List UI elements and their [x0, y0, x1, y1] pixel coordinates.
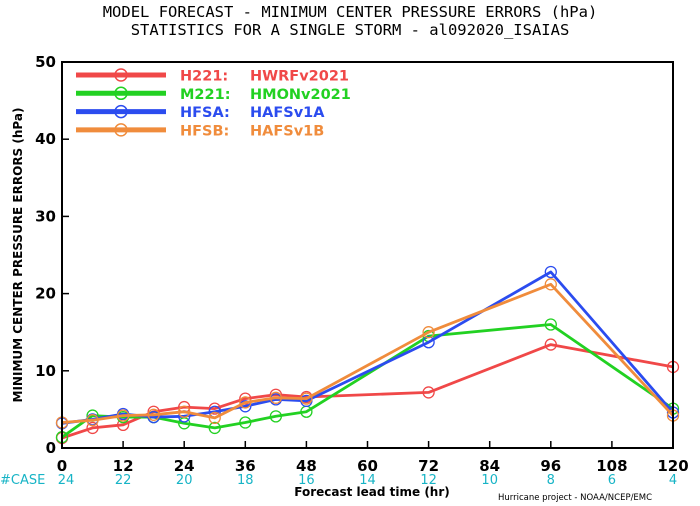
data-point [86, 421, 99, 435]
case-count: 22 [115, 473, 132, 488]
y-tick-label: 40 [35, 130, 56, 148]
data-point [300, 392, 313, 405]
case-label: #CASE [0, 473, 45, 488]
data-point [269, 391, 283, 404]
data-point [239, 392, 252, 405]
data-point [544, 278, 557, 291]
legend-label: HWRFv2021 [250, 69, 349, 85]
case-count: 6 [608, 473, 616, 488]
case-count: 14 [359, 473, 376, 488]
legend-entry: H221: HWRFv2021 [76, 68, 349, 85]
chart-title: MODEL FORECAST - MINIMUM CENTER PRESSURE… [103, 3, 598, 21]
y-tick-label: 30 [35, 207, 56, 225]
series-hmonv2021 [55, 318, 680, 444]
y-tick-label: 50 [35, 53, 56, 71]
data-point [208, 411, 221, 425]
x-tick-label: 48 [296, 457, 317, 475]
data-point [239, 416, 252, 429]
y-tick-label: 10 [35, 362, 56, 380]
legend-label: HAFSv1B [250, 123, 324, 139]
legend-entry: M221: HMONv2021 [76, 86, 351, 103]
legend-marker [114, 86, 128, 101]
plot-frame [61, 61, 674, 449]
case-count: 8 [547, 473, 555, 488]
legend-marker [114, 104, 128, 119]
legend-code: HFSA: [180, 105, 230, 121]
data-point [116, 409, 130, 422]
series-hwrfv2021 [55, 338, 680, 445]
legend-entry: HFSA: HAFSv1A [76, 104, 325, 121]
data-point [422, 336, 435, 349]
legend-label: HMONv2021 [250, 87, 351, 103]
data-point [544, 338, 557, 351]
x-tick-label: 96 [540, 457, 561, 475]
case-count: 16 [298, 473, 315, 488]
data-point [178, 405, 191, 418]
legend-code: HFSB: [180, 123, 229, 139]
series-hafsv1b [55, 278, 680, 429]
case-count: 12 [420, 473, 437, 488]
legend-entry: HFSB: HAFSv1B [76, 123, 324, 139]
x-tick-label: 36 [235, 457, 256, 475]
series-line [61, 270, 675, 425]
case-count: 20 [176, 473, 193, 488]
chart-subtitle: STATISTICS FOR A SINGLE STORM - al092020… [131, 21, 570, 39]
y-axis-label: MINIMUM CENTER PRESSURE ERRORS (hPa) [11, 108, 25, 403]
data-point [208, 421, 221, 435]
case-count: 4 [669, 473, 677, 488]
data-point [239, 396, 252, 409]
y-tick-label: 0 [46, 439, 56, 457]
data-point [544, 265, 557, 279]
x-axis-label: Forecast lead time (hr) [294, 485, 450, 499]
y-tick-label: 20 [35, 285, 56, 303]
series-line [61, 343, 674, 440]
legend-label: HAFSv1A [250, 105, 325, 121]
data-point [544, 318, 557, 331]
x-tick-label: 0 [57, 457, 67, 475]
case-count: 10 [481, 473, 498, 488]
x-tick-label: 120 [657, 457, 688, 475]
x-tick-label: 60 [357, 457, 378, 475]
data-point [269, 410, 283, 423]
x-tick-label: 24 [174, 457, 195, 475]
x-tick-label: 108 [596, 457, 627, 475]
legend-marker [114, 123, 128, 137]
x-tick-label: 12 [113, 457, 134, 475]
x-tick-label: 84 [479, 457, 500, 475]
data-point [147, 408, 160, 421]
legend-marker [114, 68, 128, 82]
data-point [208, 402, 221, 415]
data-point [422, 386, 435, 399]
legend-code: H221: [180, 69, 228, 85]
case-count: 24 [58, 473, 75, 488]
data-point [86, 414, 99, 427]
case-count: 18 [237, 473, 254, 488]
data-point [422, 326, 435, 339]
legend-code: M221: [180, 87, 231, 103]
credit-text: Hurricane project - NOAA/NCEP/EMC [498, 493, 652, 503]
x-tick-label: 72 [418, 457, 439, 475]
